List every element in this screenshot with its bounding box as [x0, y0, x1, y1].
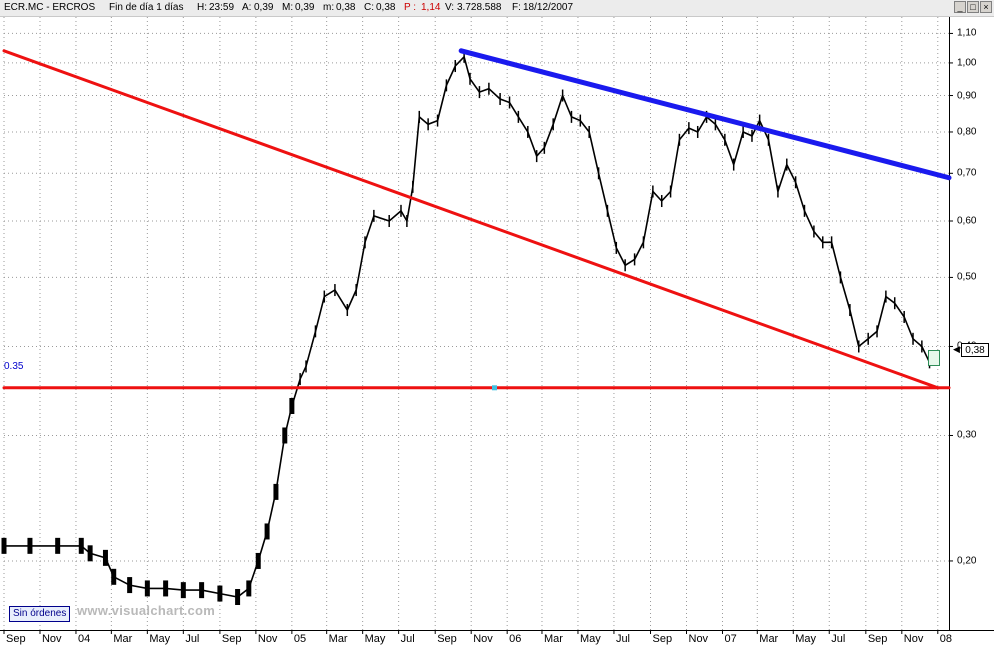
x-tick-label: May [149, 633, 171, 645]
support-trendline [2, 49, 940, 390]
y-tick-label: 0,60 [957, 215, 977, 227]
m-label: M: [282, 2, 294, 13]
h-label: H: [197, 2, 207, 13]
y-tick-label: 0,20 [957, 555, 977, 567]
x-tick-label: May [579, 633, 601, 645]
y-tick-label: 0,80 [957, 126, 977, 138]
a-label: A: [242, 2, 252, 13]
y-tick-label: 1,10 [957, 27, 977, 39]
v-label: V: [445, 2, 455, 13]
x-tick-label: Mar [759, 633, 779, 645]
c-value: 0,38 [376, 2, 396, 13]
minimize-button[interactable]: _ [954, 1, 966, 13]
support-level-label: 0.35 [4, 361, 24, 372]
x-tick-label: Nov [473, 633, 493, 645]
x-tick-label: Mar [328, 633, 348, 645]
p-label: P : [404, 2, 417, 13]
current-candle [928, 350, 940, 366]
a-value: 0,39 [254, 2, 274, 13]
x-tick-label: Sep [652, 633, 673, 645]
time-axis [0, 630, 994, 647]
y-tick-label: 0,30 [957, 429, 977, 441]
watermark: www.visualchart.com [77, 603, 216, 618]
h-value: 23:59 [209, 2, 235, 13]
x-tick-label: 05 [293, 633, 307, 645]
v-value: 3.728.588 [457, 2, 502, 13]
y-tick-label: 0,90 [957, 90, 977, 102]
x-tick-label: Sep [867, 633, 888, 645]
x-tick-label: Nov [903, 633, 924, 645]
x-tick-label: Nov [257, 633, 278, 645]
x-tick-label: Sep [221, 633, 242, 645]
line-handle-marker [492, 385, 497, 391]
m-value: 0,39 [295, 2, 315, 13]
p-value: 1,14 [421, 2, 441, 13]
c-label: C: [364, 2, 374, 13]
x-tick-label: 04 [77, 633, 91, 645]
x-tick-label: Sep [437, 633, 457, 645]
price-axis [949, 17, 994, 630]
x-tick-label: 08 [939, 633, 953, 645]
x-tick-label: Jul [615, 633, 630, 645]
y-tick-label: 0,70 [957, 167, 977, 179]
last-price-badge: 0,38 [961, 343, 989, 357]
symbol-label: ECR.MC - ERCROS [4, 2, 96, 13]
x-tick-label: 07 [724, 633, 737, 645]
period-label: Fin de día 1 días [109, 2, 184, 13]
x-tick-label: Nov [41, 633, 62, 645]
mn-value: 0,38 [336, 2, 356, 13]
close-button[interactable]: × [980, 1, 992, 13]
x-tick-label: Mar [113, 633, 133, 645]
y-tick-label: 0,50 [957, 271, 977, 283]
price-pointer-icon: ◀ [953, 344, 960, 354]
x-tick-label: Mar [543, 633, 563, 645]
sin-ordenes-button[interactable]: Sin órdenes [9, 606, 71, 622]
chart-info-bar: ECR.MC - ERCROS Fin de día 1 días H: 23:… [0, 0, 994, 17]
resistance-trendline [458, 48, 952, 181]
x-tick-label: Sep [6, 633, 26, 645]
x-tick-label: Jul [400, 633, 415, 645]
window-controls: _ □ × [954, 1, 992, 13]
mn-label: m: [323, 2, 335, 13]
x-tick-label: Jul [185, 633, 200, 645]
maximize-button[interactable]: □ [967, 1, 979, 13]
f-value: 18/12/2007 [523, 2, 574, 13]
y-tick-label: 1,00 [957, 57, 977, 69]
x-tick-label: 06 [509, 633, 522, 645]
x-tick-label: Jul [831, 633, 846, 645]
x-tick-label: May [364, 633, 386, 645]
x-tick-label: Nov [688, 633, 709, 645]
x-tick-label: May [795, 633, 817, 645]
f-label: F: [512, 2, 521, 13]
